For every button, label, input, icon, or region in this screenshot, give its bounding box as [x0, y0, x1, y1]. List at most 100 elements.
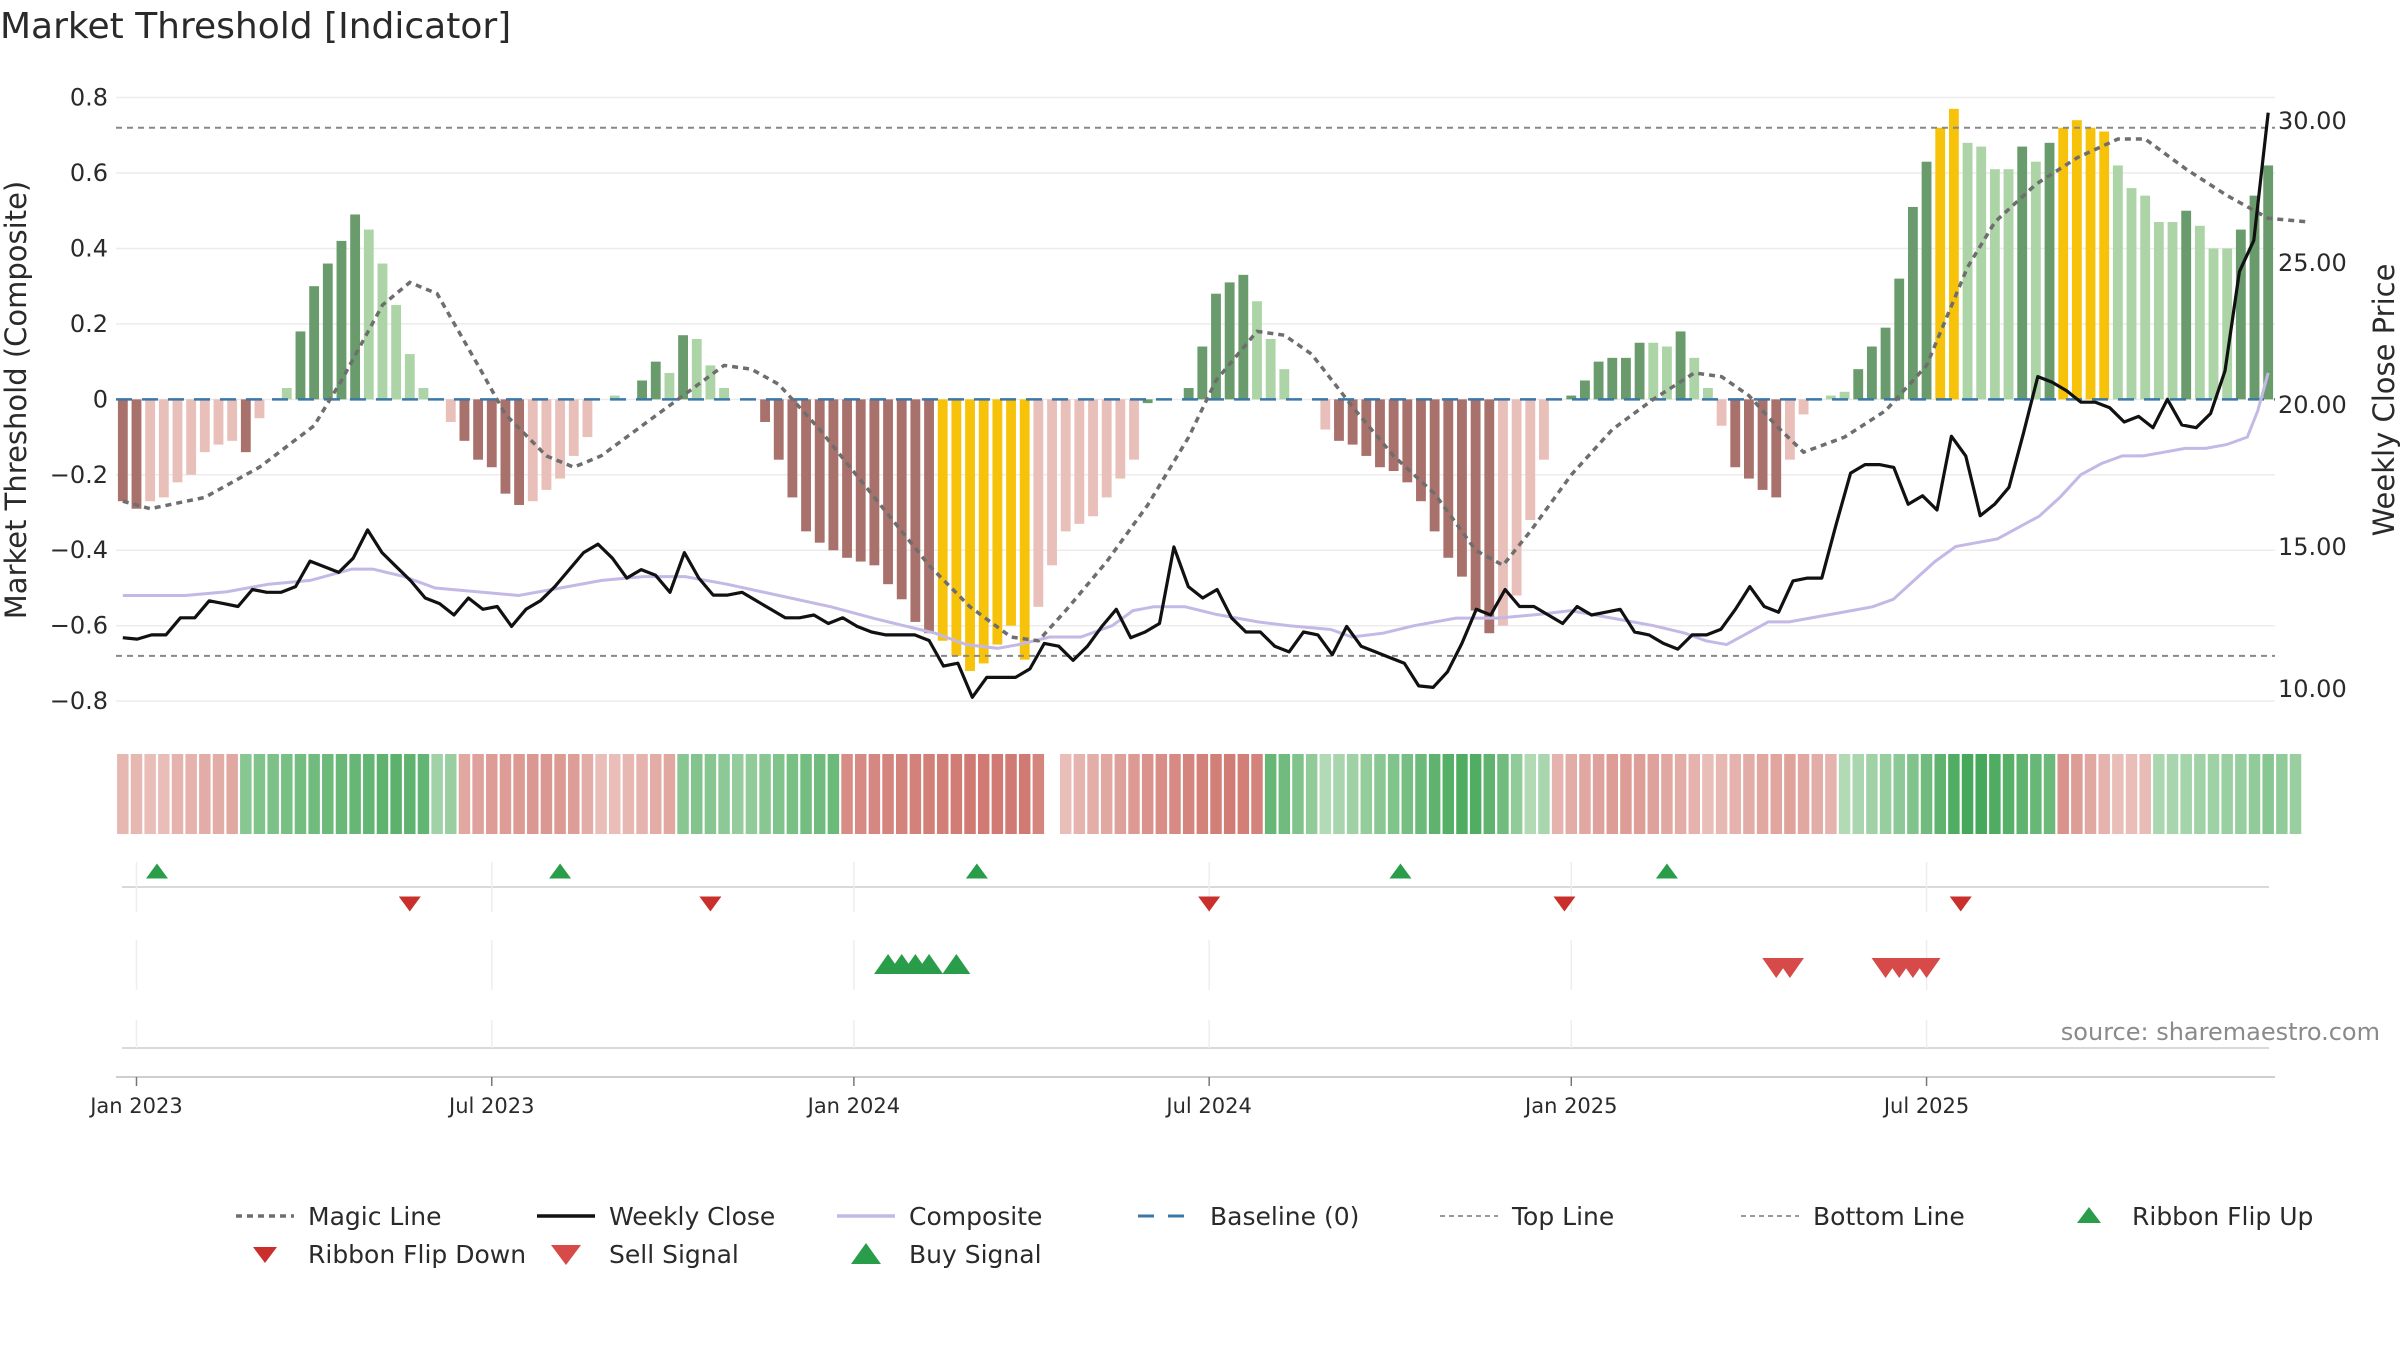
ribbon-cell-83 — [1251, 754, 1263, 834]
ribbon-cell-86 — [1292, 754, 1304, 834]
ribbon-cell-36 — [609, 754, 621, 834]
ribbon-cell-3 — [158, 754, 170, 834]
ribbon-cell-57 — [895, 754, 908, 834]
ribbon-cell-117 — [1715, 754, 1728, 834]
ribbon-cell-112 — [1647, 754, 1660, 834]
ribbon-cell-56 — [882, 754, 894, 834]
ribbon-cell-150 — [2166, 754, 2179, 834]
ribbon-cell-34 — [581, 754, 594, 834]
bar-17 — [350, 214, 361, 400]
ribbon-cell-13 — [294, 754, 307, 834]
bar-69 — [1060, 399, 1071, 532]
buy-signal-4 — [942, 954, 971, 974]
ribbon-cell-22 — [417, 754, 430, 834]
ribbon-cell-4 — [171, 754, 184, 834]
ribbon-cell-59 — [923, 754, 935, 834]
bar-75 — [1142, 399, 1153, 404]
signal-markers — [122, 862, 2269, 1049]
ribbon-cell-121 — [1770, 754, 1782, 834]
ribbon-cell-61 — [950, 754, 963, 834]
ribbon-cell-16 — [335, 754, 348, 834]
ribbon-cell-14 — [308, 754, 320, 834]
ribbon-cell-31 — [540, 754, 553, 834]
ribbon-cell-110 — [1620, 754, 1632, 834]
ribbon-cell-136 — [1975, 754, 1987, 834]
bar-28 — [500, 399, 511, 494]
ribbon-cell-109 — [1606, 754, 1619, 834]
ribbon-cell-123 — [1797, 754, 1810, 834]
bar-22 — [418, 388, 429, 400]
bar-112 — [1648, 342, 1659, 400]
bar-94 — [1402, 399, 1413, 483]
ribbon-cell-124 — [1811, 754, 1823, 834]
y-axis-right: 30.00 25.00 20.00 15.00 10.00 — [2278, 107, 2347, 703]
bar-92 — [1375, 399, 1385, 468]
bar-34 — [582, 399, 593, 438]
bar-27 — [486, 399, 497, 468]
bar-57 — [896, 399, 907, 600]
y-right-tick-1: 25.00 — [2278, 249, 2347, 277]
bar-136 — [1976, 146, 1987, 400]
ribbon-cell-10 — [253, 754, 266, 834]
bar-58 — [910, 399, 921, 622]
bar-25 — [459, 399, 470, 441]
ribbon-cell-55 — [868, 754, 881, 834]
ribbon-cell-66 — [1018, 754, 1031, 834]
bar-155 — [2235, 229, 2246, 400]
ribbon-cell-116 — [1702, 754, 1714, 834]
ribbon-cell-134 — [1948, 754, 1960, 834]
ribbon-cell-154 — [2221, 754, 2233, 834]
bar-53 — [842, 399, 852, 558]
chart-lines — [116, 112, 2310, 699]
bar-63 — [978, 399, 989, 664]
x-tick-label-5: Jul 2025 — [1882, 1094, 1969, 1118]
ribbon-cell-1 — [130, 754, 143, 834]
bar-127 — [1853, 369, 1864, 400]
legend-baseline-label: Baseline (0) — [1210, 1202, 1359, 1231]
x-tick-label-3: Jul 2024 — [1164, 1094, 1251, 1118]
bar-67 — [1033, 399, 1044, 607]
ribbon-cell-19 — [376, 754, 389, 834]
ribbon-cell-103 — [1524, 754, 1537, 834]
ribbon-cell-9 — [240, 754, 252, 834]
bar-102 — [1511, 399, 1522, 596]
bar-150 — [2167, 222, 2178, 400]
ribbon-cell-24 — [445, 754, 457, 834]
ribbon-flip-up-1 — [549, 863, 572, 879]
bar-61 — [951, 399, 962, 656]
bar-137 — [1989, 169, 2000, 400]
ribbon-cell-144 — [2084, 754, 2097, 834]
bar-36 — [609, 395, 620, 400]
bar-149 — [2153, 222, 2164, 400]
ribbon-cell-93 — [1387, 754, 1400, 834]
ribbon-cell-101 — [1497, 754, 1509, 834]
legend-flipdown-label: Ribbon Flip Down — [308, 1240, 526, 1269]
bar-83 — [1252, 301, 1262, 400]
ribbon-cell-65 — [1005, 754, 1017, 834]
ribbon-cell-17 — [349, 754, 361, 834]
bar-153 — [2208, 248, 2219, 400]
ribbon-cell-126 — [1838, 754, 1851, 834]
ribbon-cell-49 — [786, 754, 799, 834]
bar-15 — [322, 263, 333, 400]
ribbon-cell-29 — [513, 754, 525, 834]
ribbon-cell-72 — [1100, 754, 1113, 834]
y-right-tick-4: 10.00 — [2278, 675, 2347, 703]
y-left-tick-4: 0 — [93, 385, 108, 413]
x-tick-label-4: Jan 2025 — [1523, 1094, 1618, 1118]
bar-109 — [1607, 357, 1618, 400]
ribbon-flip-up-4 — [1655, 863, 1678, 879]
ribbon-cell-79 — [1196, 754, 1209, 834]
ribbon-cell-21 — [404, 754, 416, 834]
ribbon-cell-81 — [1223, 754, 1236, 834]
ribbon-cell-6 — [199, 754, 211, 834]
y-left-tick-8: −0.8 — [50, 687, 108, 715]
ribbon-cell-120 — [1756, 754, 1769, 834]
ribbon-cell-46 — [745, 754, 758, 834]
ribbon-flip-down-2 — [1198, 896, 1221, 912]
ribbon-flip-down-1 — [699, 896, 722, 912]
bar-110 — [1621, 357, 1631, 400]
bar-119 — [1743, 399, 1754, 479]
ribbon-cell-60 — [936, 754, 949, 834]
bar-40 — [664, 372, 675, 400]
